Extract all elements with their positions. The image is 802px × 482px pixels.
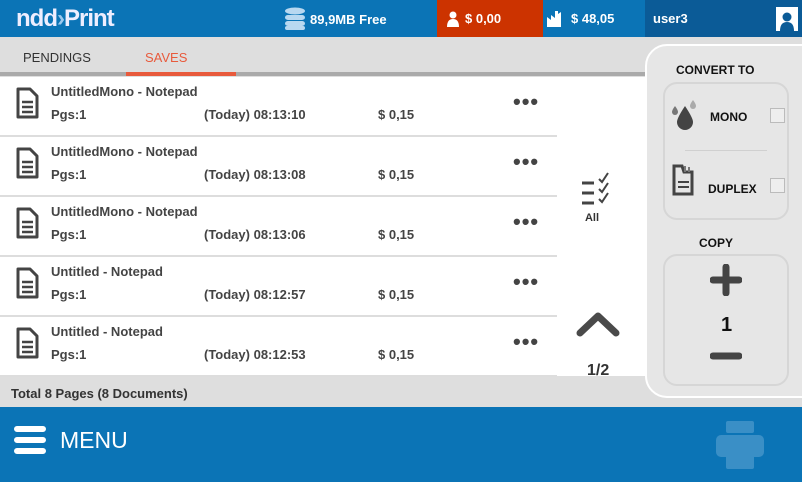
document-list: UntitledMono - Notepad Pgs:1 (Today) 08:…: [0, 77, 645, 433]
document-row[interactable]: Untitled - Notepad Pgs:1 (Today) 08:12:5…: [0, 257, 557, 317]
copy-stepper: 1: [663, 254, 789, 386]
storage-status: 89,9MB Free: [284, 7, 387, 31]
duplex-option[interactable]: DUPLEX: [665, 154, 787, 214]
more-options-icon[interactable]: •••: [513, 209, 540, 234]
page-indicator: 1/2: [587, 362, 610, 379]
user-avatar-icon: [780, 12, 794, 31]
menu-label: MENU: [60, 426, 128, 453]
document-row[interactable]: UntitledMono - Notepad Pgs:1 (Today) 08:…: [0, 137, 557, 197]
menu-bar: MENU: [0, 407, 802, 482]
duplex-label: DUPLEX: [708, 182, 757, 196]
hamburger-icon: [14, 426, 46, 454]
more-options-icon[interactable]: •••: [513, 269, 540, 294]
company-balance-text: $ 48,05: [571, 11, 615, 26]
printer-icon[interactable]: [714, 419, 766, 471]
document-cost: $ 0,15: [378, 227, 415, 242]
balance-text: $ 0,00: [465, 11, 502, 26]
chevron-up-icon[interactable]: [576, 311, 620, 337]
document-icon: [16, 87, 39, 119]
mono-option[interactable]: MONO: [665, 84, 787, 144]
duplex-document-icon: [672, 164, 694, 196]
document-cost: $ 0,15: [378, 347, 415, 362]
tab-saves[interactable]: SAVES: [145, 50, 188, 65]
factory-icon: [547, 10, 561, 27]
avatar[interactable]: [776, 7, 798, 31]
document-title: UntitledMono - Notepad: [51, 84, 198, 99]
document-pages: Pgs:1: [51, 227, 87, 242]
document-date: (Today) 08:13:08: [204, 167, 306, 182]
mono-label: MONO: [710, 110, 748, 124]
document-pages: Pgs:1: [51, 347, 87, 362]
checklist-icon: [582, 172, 609, 205]
copy-label: COPY: [699, 236, 734, 250]
document-icon: [16, 147, 39, 179]
username: user3: [653, 11, 688, 26]
select-all-button[interactable]: All: [580, 171, 612, 224]
minus-icon[interactable]: [710, 348, 742, 364]
document-title: UntitledMono - Notepad: [51, 144, 198, 159]
document-pages: Pgs:1: [51, 167, 87, 182]
divider: [685, 150, 767, 151]
tab-pendings[interactable]: PENDINGS: [23, 50, 91, 65]
select-all-label: All: [584, 212, 600, 224]
more-options-icon[interactable]: •••: [513, 149, 540, 174]
document-icon: [16, 327, 39, 359]
document-row[interactable]: UntitledMono - Notepad Pgs:1 (Today) 08:…: [0, 77, 557, 137]
storage-text: 89,9MB Free: [310, 11, 387, 27]
document-pages: Pgs:1: [51, 107, 87, 122]
active-tab-indicator: [126, 72, 236, 76]
document-cost: $ 0,15: [378, 287, 415, 302]
plus-icon[interactable]: [710, 264, 742, 296]
user-balance: $ 0,00: [437, 0, 543, 37]
more-options-icon[interactable]: •••: [513, 89, 540, 114]
ink-drop-icon: [672, 100, 696, 130]
convert-box: MONO DUPLEX: [663, 82, 789, 220]
document-icon: [16, 207, 39, 239]
copy-count: 1: [721, 314, 733, 336]
document-row[interactable]: UntitledMono - Notepad Pgs:1 (Today) 08:…: [0, 197, 557, 257]
user-box[interactable]: user3: [645, 0, 802, 37]
document-pages: Pgs:1: [51, 287, 87, 302]
document-date: (Today) 08:12:57: [204, 287, 306, 302]
document-cost: $ 0,15: [378, 107, 415, 122]
options-panel: CONVERT TO MONO DUPLEX COPY 1: [645, 44, 802, 398]
duplex-checkbox[interactable]: [770, 178, 785, 193]
header: ndd›Print 89,9MB Free $ 0,00 $ 48,05 use…: [0, 0, 802, 37]
total-summary: Total 8 Pages (8 Documents): [11, 386, 188, 401]
person-icon: [447, 11, 459, 27]
logo: ndd›Print: [16, 5, 115, 32]
tab-bar: PENDINGS SAVES: [0, 37, 645, 76]
document-title: Untitled - Notepad: [51, 264, 163, 279]
document-title: Untitled - Notepad: [51, 324, 163, 339]
document-date: (Today) 08:13:10: [204, 107, 306, 122]
document-date: (Today) 08:13:06: [204, 227, 306, 242]
document-row[interactable]: Untitled - Notepad Pgs:1 (Today) 08:12:5…: [0, 317, 557, 377]
company-balance: $ 48,05: [547, 0, 614, 37]
more-options-icon[interactable]: •••: [513, 329, 540, 354]
mono-checkbox[interactable]: [770, 108, 785, 123]
document-icon: [16, 267, 39, 299]
document-title: UntitledMono - Notepad: [51, 204, 198, 219]
convert-to-label: CONVERT TO: [676, 63, 755, 77]
document-date: (Today) 08:12:53: [204, 347, 306, 362]
menu-button[interactable]: MENU: [14, 425, 128, 455]
document-cost: $ 0,15: [378, 167, 415, 182]
database-icon: [285, 7, 305, 30]
